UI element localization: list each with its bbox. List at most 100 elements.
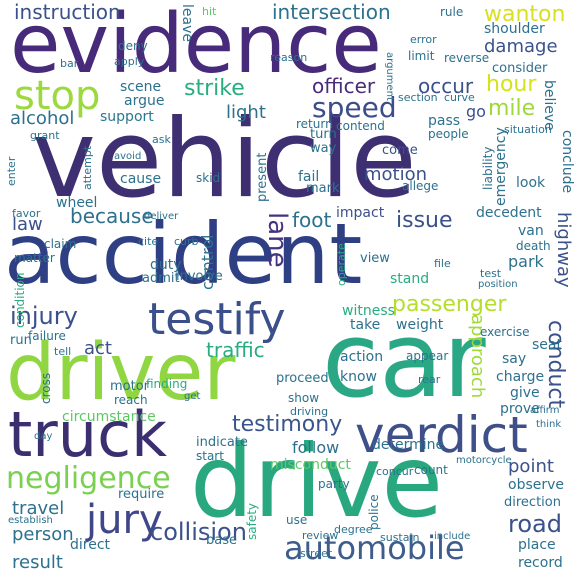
word-verdict: verdict — [355, 406, 528, 464]
word-driving: driving — [290, 405, 329, 418]
word-charge: charge — [496, 369, 545, 385]
word-contend: contend — [336, 119, 385, 133]
word-require: require — [118, 487, 165, 502]
word-motion: motion — [364, 164, 428, 185]
word-person: person — [12, 524, 74, 545]
word-section: section — [398, 91, 438, 104]
word-injury: injury — [10, 302, 78, 330]
word-think: think — [536, 419, 562, 430]
word-include: include — [434, 531, 471, 542]
word-negligence: negligence — [6, 461, 171, 496]
word-favor: favor — [12, 207, 41, 220]
word-tell: tell — [54, 345, 72, 358]
word-bar: bar — [60, 57, 79, 70]
word-view: view — [360, 251, 390, 266]
word-instruction: instruction — [14, 0, 121, 24]
word-road: road — [508, 510, 562, 538]
word-give: give — [510, 385, 540, 401]
word-position: position — [478, 279, 518, 290]
word-emergency: emergency — [493, 127, 509, 206]
word-run: run — [10, 333, 32, 348]
word-stop: stop — [14, 73, 101, 119]
word-condition: condition — [13, 272, 27, 328]
word-failure: failure — [28, 329, 66, 343]
word-exercise: exercise — [480, 325, 530, 339]
word-conduct: conduct — [543, 320, 568, 409]
word-argument: argument — [384, 52, 395, 101]
word-truck: truck — [8, 398, 168, 471]
word-wheel: wheel — [56, 195, 98, 211]
word-return: return — [296, 117, 333, 131]
word-direction: direction — [504, 495, 561, 510]
word-scene: scene — [120, 79, 162, 95]
word-mark: mark — [306, 181, 340, 196]
word-grant: grant — [30, 129, 60, 142]
word-conclude: conclude — [559, 130, 575, 194]
word-leave: leave — [179, 4, 195, 42]
word-rule: rule — [440, 5, 464, 19]
word-because: because — [70, 204, 154, 228]
word-result: result — [12, 552, 63, 573]
word-testify: testify — [148, 294, 286, 345]
word-place: place — [518, 537, 556, 553]
word-vehicle: vehicle — [32, 97, 417, 222]
word-accident: accident — [4, 205, 363, 303]
word-cause: cause — [120, 171, 162, 187]
word-review: review — [302, 529, 339, 542]
word-file: file — [434, 257, 451, 270]
word-safety: safety — [245, 502, 259, 540]
word-present: present — [255, 152, 270, 202]
word-apply: apply — [114, 55, 145, 68]
word-driver: driver — [6, 328, 236, 418]
word-hour: hour — [486, 72, 537, 97]
word-highway: highway — [553, 212, 574, 288]
word-count: count — [414, 463, 448, 477]
word-rear: rear — [418, 373, 441, 386]
word-motor: motor — [110, 379, 150, 394]
word-van: van — [518, 223, 544, 239]
word-people: people — [428, 127, 469, 141]
word-test: test — [480, 267, 502, 280]
word-jury: jury — [86, 497, 163, 543]
word-street: street — [300, 547, 333, 560]
word-matter: matter — [14, 251, 55, 265]
word-establish: establish — [8, 515, 53, 526]
word-avoid: avoid — [114, 151, 142, 162]
word-determine: determine — [372, 437, 445, 453]
word-drive: drive — [190, 423, 444, 540]
word-pass: pass — [428, 113, 461, 129]
word-follow: follow — [292, 438, 340, 457]
word-say: say — [502, 351, 527, 367]
word-park: park — [508, 252, 544, 271]
word-consider: consider — [492, 61, 548, 76]
word-sustain: sustain — [380, 531, 420, 544]
word-car: car — [322, 299, 486, 421]
word-prove: prove — [500, 401, 540, 417]
word-death: death — [516, 239, 551, 253]
word-decedent: decedent — [476, 205, 542, 221]
word-deny: deny — [118, 39, 148, 53]
word-skid: skid — [196, 171, 221, 185]
word-evidence: evidence — [10, 0, 382, 92]
word-impact: impact — [336, 205, 385, 221]
word-party: party — [318, 477, 350, 491]
word-shoulder: shoulder — [484, 21, 545, 37]
word-claim: claim — [44, 237, 77, 251]
word-passenger: passenger — [392, 292, 507, 317]
word-wanton: wanton — [484, 2, 566, 27]
word-reach: reach — [114, 393, 148, 407]
word-come: come — [382, 143, 418, 158]
word-damage: damage — [484, 36, 558, 57]
word-observe: observe — [508, 477, 565, 493]
word-misconduct: misconduct — [270, 457, 351, 473]
word-look: look — [516, 175, 546, 191]
word-operate: operate — [335, 243, 348, 286]
word-action: action — [340, 349, 384, 365]
word-use: use — [286, 513, 308, 527]
word-speed: speed — [312, 91, 397, 124]
word-allege: allege — [402, 179, 439, 193]
word-concur: concur — [376, 465, 414, 478]
word-collision: collision — [150, 518, 247, 546]
word-seat: seat — [532, 337, 562, 353]
